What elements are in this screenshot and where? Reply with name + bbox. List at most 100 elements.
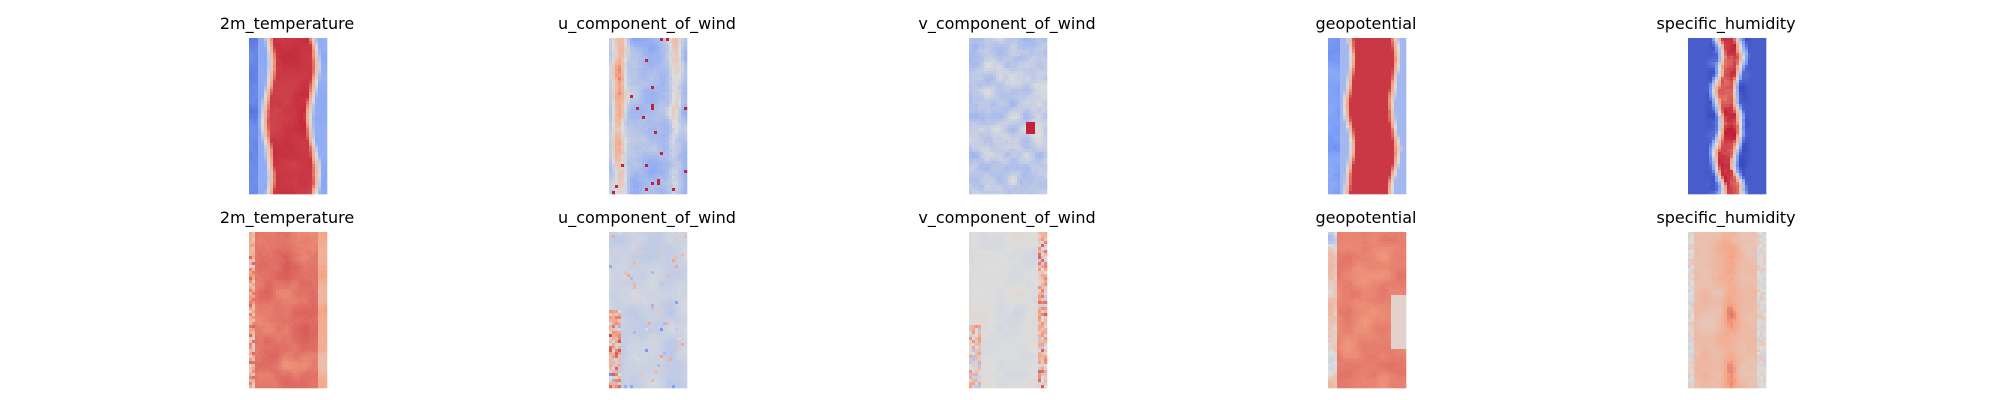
heatmap-cell: [969, 170, 973, 174]
heatmap-cell: [324, 134, 328, 138]
heatmap-cell: [288, 74, 292, 78]
heatmap-cell: [648, 131, 652, 135]
heatmap-cell: [975, 56, 979, 60]
heatmap-cell: [306, 89, 310, 93]
heatmap-cell: [1023, 137, 1027, 141]
heatmap-cell: [306, 131, 310, 135]
heatmap-cell: [294, 140, 298, 144]
heatmap-cell: [1379, 95, 1383, 99]
heatmap-cell: [651, 47, 655, 51]
heatmap-cell: [1029, 104, 1033, 108]
heatmap-cell: [1017, 143, 1021, 147]
heatmap-cell: [291, 65, 295, 69]
heatmap-cell: [1382, 140, 1386, 144]
heatmap-cell: [669, 44, 673, 48]
heatmap-cell: [267, 47, 271, 51]
heatmap-cell: [999, 128, 1003, 132]
heatmap-cell: [258, 188, 262, 192]
heatmap-cell: [312, 143, 316, 147]
heatmap-cell: [279, 62, 283, 66]
heatmap-cell: [978, 107, 982, 111]
heatmap-cell: [288, 110, 292, 114]
heatmap-cell: [612, 41, 616, 45]
heatmap-cell: [1364, 137, 1368, 141]
heatmap-cell: [1388, 44, 1392, 48]
heatmap-cell: [1005, 38, 1009, 42]
heatmap-cell: [678, 170, 682, 174]
heatmap-cell: [639, 74, 643, 78]
heatmap-cell: [1008, 116, 1012, 120]
heatmap-cell: [621, 92, 625, 96]
heatmap-cell: [1002, 80, 1006, 84]
heatmap-cell: [318, 176, 322, 180]
heatmap-cell: [651, 113, 655, 117]
heatmap-cell: [672, 50, 676, 54]
heatmap-cell: [309, 143, 313, 147]
heatmap-cell: [1029, 65, 1033, 69]
heatmap-cell: [1382, 53, 1386, 57]
heatmap-cell: [1044, 140, 1048, 144]
heatmap-cell: [612, 179, 616, 183]
heatmap-cell: [1385, 86, 1389, 90]
heatmap-cell: [996, 50, 1000, 54]
heatmap-cell: [1002, 155, 1006, 159]
heatmap-cell: [996, 137, 1000, 141]
heatmap-cell: [627, 128, 631, 132]
heatmap-cell: [660, 68, 664, 72]
heatmap-cell: [1394, 50, 1398, 54]
heatmap-cell: [1032, 140, 1036, 144]
heatmap-cell: [657, 137, 661, 141]
heatmap-cell: [1388, 110, 1392, 114]
heatmap-cell: [975, 65, 979, 69]
heatmap-cell: [1044, 122, 1048, 126]
heatmap-cell: [678, 47, 682, 51]
heatmap-cell: [1011, 149, 1015, 153]
heatmap-cell: [681, 179, 685, 183]
heatmap-cell: [1367, 140, 1371, 144]
heatmap-cell: [678, 59, 682, 63]
heatmap-cell: [630, 185, 634, 189]
heatmap-cell: [1020, 59, 1024, 63]
heatmap-cell: [315, 83, 319, 87]
heatmap-cell: [1388, 74, 1392, 78]
heatmap-cell: [660, 65, 664, 69]
heatmap-cell: [660, 116, 664, 120]
heatmap-cell: [1041, 116, 1045, 120]
heatmap-cell: [1349, 116, 1353, 120]
heatmap-cell: [669, 185, 673, 189]
heatmap-cell: [1403, 101, 1407, 105]
heatmap-cell: [1382, 92, 1386, 96]
heatmap-cell: [1361, 125, 1365, 129]
panel-geopotential-top: geopotential: [1316, 14, 1416, 195]
heatmap-cell: [1032, 50, 1036, 54]
heatmap-cell: [300, 41, 304, 45]
heatmap-cell: [651, 71, 655, 75]
heatmap-cell: [672, 101, 676, 105]
heatmap-cell: [993, 56, 997, 60]
heatmap-cell: [633, 86, 637, 90]
heatmap-cell: [648, 104, 652, 108]
heatmap-cell: [1023, 80, 1027, 84]
heatmap-cell: [1397, 98, 1401, 102]
heatmap-cell: [684, 71, 688, 75]
heatmap-cell: [1397, 59, 1401, 63]
heatmap-cell: [642, 191, 646, 195]
heatmap-cell: [999, 122, 1003, 126]
heatmap-cell: [303, 50, 307, 54]
heatmap-cell: [1008, 95, 1012, 99]
heatmap-cell: [1014, 185, 1018, 189]
heatmap-cell: [309, 110, 313, 114]
heatmap-cell: [318, 56, 322, 60]
heatmap-cell: [621, 146, 625, 150]
heatmap-cell: [252, 185, 256, 189]
heatmap-cell: [297, 188, 301, 192]
heatmap-cell: [639, 131, 643, 135]
heatmap-cell: [1023, 110, 1027, 114]
heatmap-cell: [1005, 77, 1009, 81]
heatmap-cell: [1011, 80, 1015, 84]
heatmap-cell: [282, 41, 286, 45]
heatmap-cell: [1038, 188, 1042, 192]
heatmap-cell: [666, 98, 670, 102]
heatmap-cell: [975, 137, 979, 141]
heatmap-cell: [642, 80, 646, 84]
